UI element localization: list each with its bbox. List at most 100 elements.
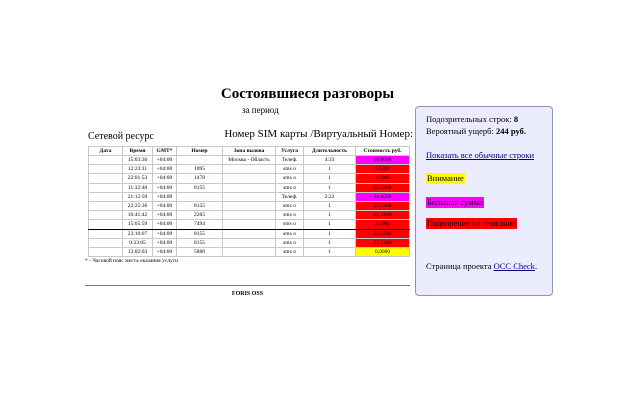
cell-number (176, 154, 223, 166)
cell-cost: 3,0000 (355, 173, 410, 184)
legend-big-sum-line: Большая сумма (426, 196, 546, 208)
column-header: Зона вызова (222, 146, 276, 156)
cell-gmt: +04:00 (152, 246, 177, 258)
cell-time: 15:03:36 (122, 154, 153, 166)
cell-zone (222, 219, 276, 230)
cell-gmt: +04:00 (152, 164, 177, 175)
network-resource-label: Сетевой ресурс (88, 131, 154, 142)
cell-service: Телеф. (275, 191, 304, 202)
table-row: 0:33:05 +04:00 8155 sms o 1 25,1200 (88, 237, 410, 248)
table-header-row: Дата Время GMT* Номер Зона вызова Услуга… (88, 146, 410, 156)
cell-date (88, 237, 123, 248)
cell-number: 1478 (176, 173, 223, 184)
cell-cost: 3,0000 (355, 219, 410, 230)
show-all-line: Показать все обычные строки (426, 149, 546, 161)
legend-suspicious-line: Подозрение на списание (426, 217, 546, 229)
cell-service: sms o (275, 219, 304, 230)
project-suffix: . (534, 261, 538, 271)
cell-duration: 4:33 (303, 154, 356, 166)
cell-duration: 1 (303, 200, 356, 212)
cell-service: sms o (275, 173, 304, 184)
cell-number: 8155 (176, 228, 223, 239)
cell-date (88, 219, 123, 230)
suspicious-count-line: Подозрительных строк: 8 (426, 113, 546, 125)
cell-time: 11:32:48 (122, 182, 153, 193)
cell-number (176, 191, 223, 202)
column-header: Время (122, 146, 153, 156)
cell-time: 16:41:42 (122, 210, 153, 221)
cell-service: sms o (275, 228, 304, 239)
cell-zone (222, 182, 276, 193)
table-row: 22:01:53 +04:00 1478 sms o 1 3,0000 (88, 173, 410, 184)
cell-date (88, 182, 123, 193)
cell-number: 8155 (176, 200, 223, 212)
cell-duration: 1 (303, 246, 356, 258)
cell-service: sms o (275, 164, 304, 175)
legend-attention: Внимание (426, 173, 465, 184)
cell-duration: 1 (303, 210, 356, 221)
cell-zone: Москва - Область (222, 154, 276, 166)
cell-date (88, 246, 123, 258)
cell-zone (222, 200, 276, 212)
cell-date (88, 173, 123, 184)
cell-service: sms o (275, 246, 304, 258)
damage-value: 244 руб. (495, 126, 526, 136)
cell-time: 13:02:03 (122, 246, 153, 258)
cell-time: 0:33:05 (122, 237, 153, 248)
cell-service: sms o (275, 182, 304, 193)
cell-duration: 1 (303, 228, 356, 239)
cell-cost: 25,1200 (355, 228, 410, 239)
cell-cost: 25,1200 (355, 182, 410, 193)
report-title: Состоявшиеся разговоры (220, 86, 395, 102)
cell-number: 7494 (176, 219, 223, 230)
cell-time: 22:25:36 (122, 200, 153, 212)
table-row: 15:05:59 +04:00 7494 sms o 1 3,0000 (88, 219, 410, 230)
cell-service: sms o (275, 210, 304, 221)
table-row: 23:10:07 +04:00 8155 sms o 1 25,1200 (88, 228, 410, 239)
column-header: Длительность (303, 146, 356, 156)
cell-cost: 0,0000 (355, 246, 410, 258)
cell-date (88, 200, 123, 212)
damage-label: Вероятный ущерб: (426, 126, 494, 136)
damage-line: Вероятный ущерб: 244 руб. (426, 125, 546, 137)
cell-zone (222, 164, 276, 175)
cell-zone (222, 191, 276, 202)
cell-duration: 1 (303, 173, 356, 184)
cell-number: 5888 (176, 246, 223, 258)
cell-gmt: +04:00 (152, 219, 177, 230)
calls-table: Дата Время GMT* Номер Зона вызова Услуга… (88, 146, 410, 258)
cell-cost: 10,0000 (355, 154, 410, 166)
table-row: 13:02:03 +04:00 5888 sms o 1 0,0000 (88, 246, 410, 258)
cell-number: 1095 (176, 164, 223, 175)
project-link[interactable]: OCC Check (493, 261, 535, 271)
table-row: 11:32:48 +04:00 8155 sms o 1 25,1200 (88, 182, 410, 193)
cell-number: 2265 (176, 210, 223, 221)
project-line: Страница проекта OCC Check. (426, 260, 546, 272)
table-row: 22:25:36 +04:00 8155 sms o 1 25,1200 (88, 200, 410, 212)
cell-gmt: +04:00 (152, 173, 177, 184)
cell-cost: 10,0000 (355, 191, 410, 202)
analysis-panel: Подозрительных строк: 8 Вероятный ущерб:… (415, 106, 553, 296)
column-header: Стоимость руб. (355, 146, 410, 156)
cell-date (88, 164, 123, 175)
legend-attention-line: Внимание (426, 172, 546, 184)
cell-zone (222, 173, 276, 184)
cell-cost: 25,1200 (355, 210, 410, 221)
cell-time: 22:01:53 (122, 173, 153, 184)
cell-gmt: +04:00 (152, 228, 177, 239)
column-header: Дата (88, 146, 123, 156)
cell-date (88, 210, 123, 221)
cell-time: 23:10:07 (122, 228, 153, 239)
cell-duration: 2:22 (303, 191, 356, 202)
table-row: 15:03:36 +04:00 Москва - Область Телеф. 4:33… (88, 154, 410, 166)
suspicious-count-value: 8 (513, 114, 519, 124)
suspicious-count-label: Подозрительных строк: (426, 114, 512, 124)
cell-cost: 3,5000 (355, 164, 410, 175)
show-all-rows-link[interactable]: Показать все обычные строки (426, 150, 535, 160)
cell-duration: 1 (303, 237, 356, 248)
cell-date (88, 154, 123, 166)
cell-zone (222, 210, 276, 221)
cell-gmt: +04:00 (152, 191, 177, 202)
cell-duration: 1 (303, 164, 356, 175)
legend-big-sum: Большая сумма (426, 197, 484, 208)
